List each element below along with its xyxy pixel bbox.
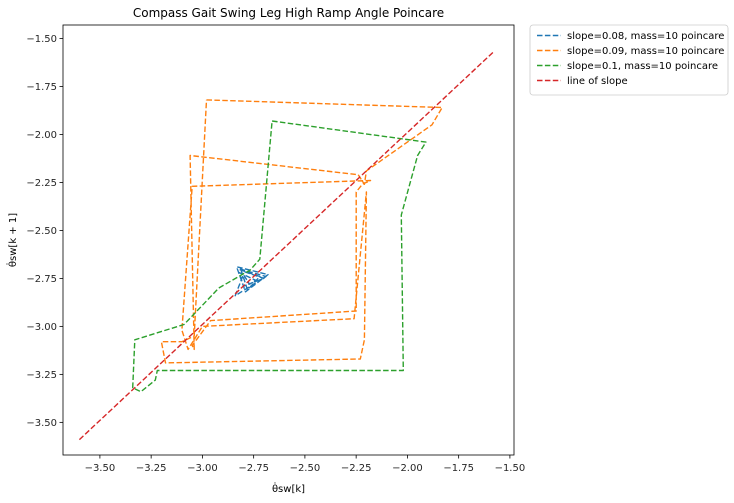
legend-label: slope=0.09, mass=10 poincare <box>567 46 724 57</box>
series-line-slope-0-08-mass-10-poincare <box>234 266 269 297</box>
legend-frame <box>529 24 729 96</box>
x-tick-label: −2.00 <box>392 463 423 474</box>
x-tick-label: −3.00 <box>187 463 218 474</box>
legend-label: line of slope <box>567 76 628 87</box>
x-tick-label: −2.25 <box>341 463 372 474</box>
y-tick-label: −1.50 <box>26 34 57 45</box>
series-line-slope-0-1-mass-10-poincare <box>131 120 427 393</box>
x-tick-label: −3.50 <box>85 463 116 474</box>
y-tick-label: −2.50 <box>26 226 57 237</box>
y-axis-ticks: −3.50 −3.25 −3.00 −2.75 −2.50 −2.25 −2.00 −1.75… <box>26 34 63 429</box>
x-tick-label: −3.25 <box>136 463 167 474</box>
y-tick-label: −1.75 <box>26 82 57 93</box>
y-tick-label: −3.25 <box>26 370 57 381</box>
x-tick-label: −1.50 <box>495 463 526 474</box>
legend: slope=0.08, mass=10 poincare slope=0.09, … <box>529 24 729 96</box>
x-axis-ticks: −3.50 −3.25 −3.00 −2.75 −2.50 −2.25 −2.00 −1.75… <box>85 455 526 474</box>
x-axis-label: θ̇sw[k] <box>272 481 305 495</box>
x-tick-label: −2.50 <box>290 463 321 474</box>
y-tick-label: −2.00 <box>26 130 57 141</box>
x-tick-label: −1.75 <box>443 463 474 474</box>
legend-label: slope=0.08, mass=10 poincare <box>567 31 724 42</box>
y-tick-label: −3.50 <box>26 418 57 429</box>
y-tick-label: −2.75 <box>26 274 57 285</box>
plot-frame <box>62 24 515 456</box>
y-tick-label: −2.25 <box>26 178 57 189</box>
y-axis-label: θ̇sw[k + 1] <box>5 213 19 267</box>
y-tick-label: −3.00 <box>26 322 57 333</box>
series-line-slope-0-09-mass-10-poincare <box>160 99 443 364</box>
plot-area <box>78 51 494 441</box>
x-tick-label: −2.75 <box>238 463 269 474</box>
legend-label: slope=0.1, mass=10 poincare <box>567 61 718 72</box>
chart-title: Compass Gait Swing Leg High Ramp Angle P… <box>133 6 444 20</box>
